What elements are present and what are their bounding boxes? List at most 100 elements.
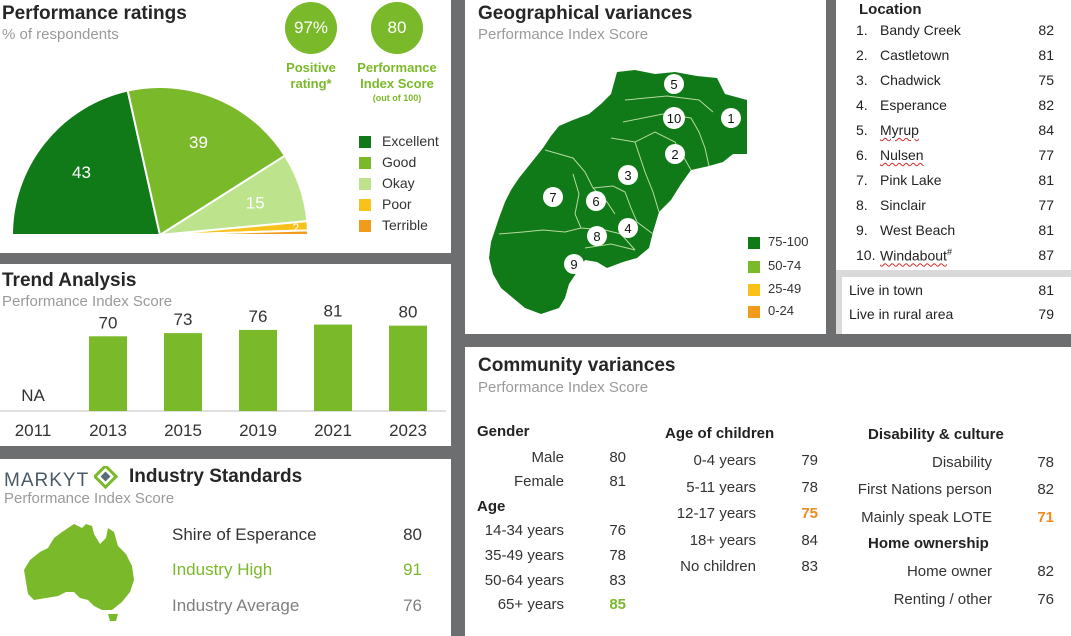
location-item-number: 7.	[856, 172, 868, 188]
trend-tick-label-2023: 2023	[389, 421, 427, 440]
community-title: Community variances	[478, 355, 676, 376]
pie-slice-excellent	[10, 89, 162, 236]
index-label-line3: (out of 100)	[372, 93, 422, 103]
trend-tick-label-2021: 2021	[314, 421, 352, 440]
index-score-badge: 80	[371, 2, 423, 54]
location-divider	[836, 270, 1071, 277]
map-marker-4: 4	[618, 218, 638, 238]
children-heading: Age of children	[665, 425, 775, 442]
location-item-name-text: Nulsen	[880, 147, 924, 163]
location-list: 1. Bandy Creek 82 2. Castletown 81 3. Chadwick 7…	[856, 22, 1054, 272]
location-extra-label: Live in town	[849, 282, 923, 298]
row-value: 82	[1037, 563, 1054, 580]
row-label: Renting / other	[893, 591, 992, 608]
row-value: 76	[609, 522, 626, 539]
location-item-name-text: Chadwick	[880, 72, 941, 88]
disability-row-first-nations: First Nations person 82	[845, 481, 1054, 501]
age-row-35-49: 35-49 years 78	[465, 547, 626, 567]
trend-title: Trend Analysis	[2, 270, 137, 291]
row-label: Male	[531, 449, 564, 466]
location-item: 4. Esperance 82	[856, 97, 1054, 117]
positive-rating-badge: 97%	[285, 2, 337, 54]
home-row-owner: Home owner 82	[845, 563, 1054, 583]
disability-row-lote: Mainly speak LOTE 71	[845, 509, 1054, 529]
age-row-50-64: 50-64 years 83	[465, 572, 626, 592]
row-value: 83	[609, 572, 626, 589]
index-label-line1: Performance	[357, 60, 437, 75]
pie-slice-good	[126, 86, 287, 237]
map-marker-8: 8	[587, 226, 607, 246]
community-subtitle: Performance Index Score	[478, 379, 649, 396]
map-marker-10: 10	[663, 107, 685, 129]
svg-text:10: 10	[667, 111, 681, 126]
children-row-none: No children 83	[615, 558, 818, 578]
legend-swatch-okay	[359, 178, 371, 190]
svg-text:6: 6	[592, 194, 599, 209]
industry-panel: MARKYT Industry Standards Performance In…	[0, 459, 451, 636]
location-item-value: 81	[1038, 47, 1054, 63]
row-label: 18+ years	[689, 532, 756, 549]
location-item-value: 87	[1038, 247, 1054, 263]
industry-subtitle: Performance Index Score	[4, 490, 175, 507]
location-item: 5. Myrup 84	[856, 122, 1054, 142]
community-panel: Community variances Performance Index Sc…	[465, 347, 1071, 636]
svg-text:7: 7	[549, 190, 556, 205]
row-value: 78	[801, 479, 818, 496]
trend-tick-label-2015: 2015	[164, 421, 202, 440]
row-label: 35-49 years	[484, 547, 564, 564]
location-item-name: Nulsen	[880, 147, 924, 163]
location-extra-row-town: Live in town 81	[849, 282, 1054, 302]
disability-row-disability: Disability 78	[845, 454, 1054, 474]
geo-subtitle: Performance Index Score	[478, 26, 649, 43]
age-row-14-34: 14-34 years 76	[465, 522, 626, 542]
row-value: 83	[801, 558, 818, 575]
location-item-name-text: Pink Lake	[880, 172, 942, 188]
home-heading: Home ownership	[868, 535, 989, 552]
location-extra-label: Live in rural area	[849, 306, 954, 322]
map-region-shape	[489, 70, 747, 314]
location-divider-vertical	[836, 277, 842, 334]
row-value: 76	[1037, 591, 1054, 608]
location-item-value: 84	[1038, 122, 1054, 138]
row-value-highlight: 75	[801, 505, 818, 522]
location-item-value: 82	[1038, 97, 1054, 113]
location-item-name: West Beach	[880, 222, 955, 238]
location-item-value: 81	[1038, 222, 1054, 238]
trend-bar-chart: NA 2011 70 2013 73 2015 76 2019 81 2021 80 2023	[0, 302, 446, 440]
location-item-name: Windabout#	[880, 247, 952, 264]
location-item-number: 3.	[856, 72, 868, 88]
map-markers: 5 10 1 2 3 7 6 4 8 9	[543, 74, 741, 274]
legend-label-excellent: Excellent	[382, 133, 439, 149]
children-row-12-17: 12-17 years 75	[615, 505, 818, 525]
map-marker-5: 5	[664, 74, 684, 94]
trend-tick-label-2019: 2019	[239, 421, 277, 440]
svg-text:1: 1	[727, 111, 734, 126]
row-label: Disability	[931, 454, 992, 471]
svg-text:8: 8	[593, 229, 600, 244]
esperance-map: 5 10 1 2 3 7 6 4 8 9	[489, 70, 747, 314]
row-value-highlight: 71	[1037, 509, 1054, 526]
trend-bar-2013	[89, 336, 127, 411]
location-item-name: Chadwick	[880, 72, 941, 88]
children-row-5-11: 5-11 years 78	[615, 479, 818, 499]
row-label: Female	[513, 473, 564, 490]
geo-panel: Geographical variances Performance Index…	[465, 0, 826, 334]
location-item-number: 5.	[856, 122, 868, 138]
trend-panel: Trend Analysis Performance Index Score N…	[0, 264, 451, 446]
location-heading: Location	[859, 1, 922, 18]
geo-legend-label-2: 50-74	[768, 258, 802, 273]
geo-legend-swatch-3	[748, 284, 760, 296]
trend-bar-2021	[314, 324, 352, 411]
trend-bar-2023	[389, 325, 427, 411]
pie-slice-terrible	[159, 229, 310, 236]
location-item-number: 1.	[856, 22, 868, 38]
disability-heading: Disability & culture	[868, 426, 1004, 443]
location-item-name: Esperance	[880, 97, 947, 113]
location-extra-value: 79	[1038, 306, 1054, 322]
legend-label-terrible: Terrible	[382, 217, 428, 233]
geo-legend-label-3: 25-49	[768, 281, 802, 296]
geo-title: Geographical variances	[478, 3, 693, 24]
children-row-18-plus: 18+ years 84	[615, 532, 818, 552]
row-label: Home owner	[906, 563, 992, 580]
location-item-value: 75	[1038, 72, 1054, 88]
